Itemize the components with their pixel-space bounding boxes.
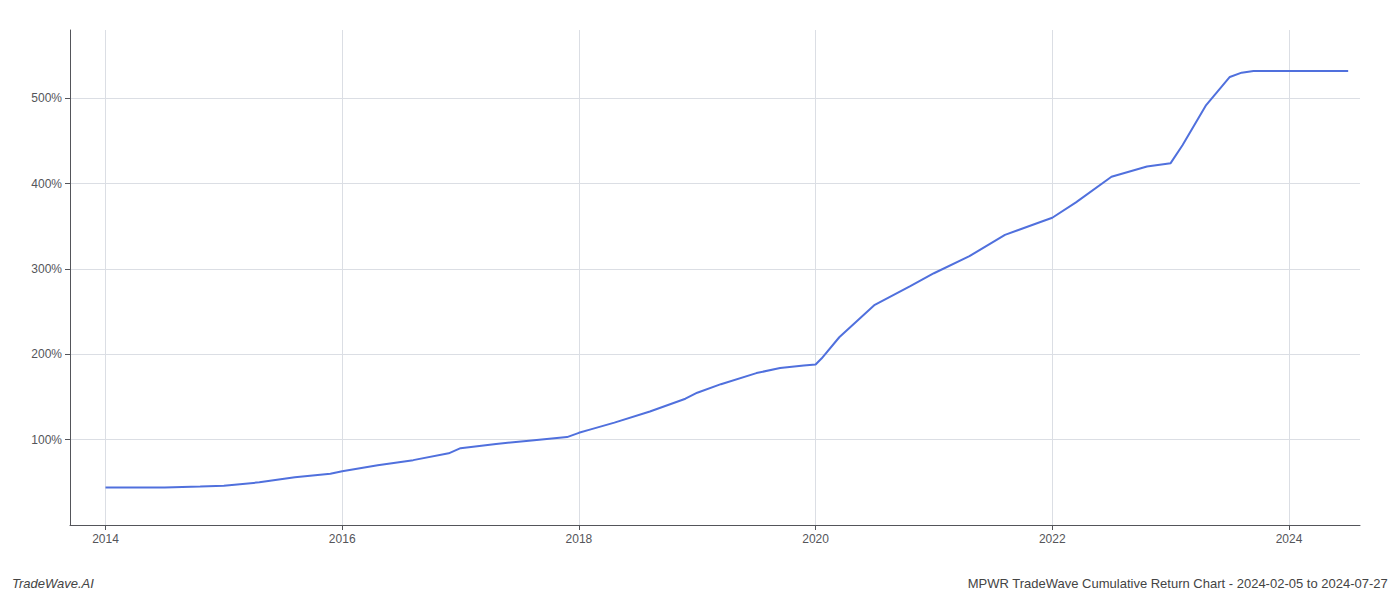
svg-text:200%: 200% <box>31 347 62 361</box>
svg-text:2018: 2018 <box>566 532 593 546</box>
svg-text:2020: 2020 <box>802 532 829 546</box>
svg-text:100%: 100% <box>31 433 62 447</box>
svg-text:2022: 2022 <box>1039 532 1066 546</box>
svg-text:MPWR TradeWave Cumulative Retu: MPWR TradeWave Cumulative Return Chart -… <box>968 576 1388 591</box>
svg-text:2014: 2014 <box>92 532 119 546</box>
svg-text:2024: 2024 <box>1276 532 1303 546</box>
svg-text:500%: 500% <box>31 91 62 105</box>
svg-text:400%: 400% <box>31 177 62 191</box>
svg-text:300%: 300% <box>31 262 62 276</box>
svg-text:2016: 2016 <box>329 532 356 546</box>
svg-text:TradeWave.AI: TradeWave.AI <box>12 576 94 591</box>
